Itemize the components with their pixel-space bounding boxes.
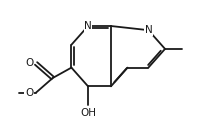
Text: OH: OH xyxy=(80,108,96,118)
Text: O: O xyxy=(25,88,33,98)
Text: O: O xyxy=(25,58,33,68)
Text: N: N xyxy=(144,25,152,35)
Text: N: N xyxy=(84,21,92,31)
